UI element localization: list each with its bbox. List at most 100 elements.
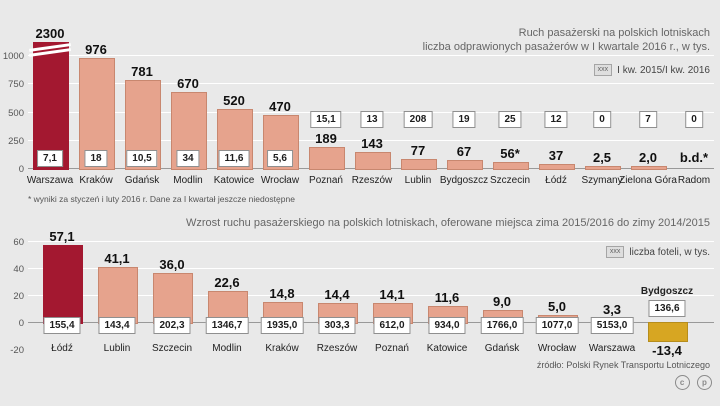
value-label-wroclaw: 5,0 <box>547 299 567 314</box>
bar-lublin <box>401 159 437 170</box>
source-credit: źródło: Polski Rynek Transportu Lotnicze… <box>536 360 710 370</box>
y-tick-label: -20 <box>10 345 24 356</box>
value-label-zielona-gora: 2,0 <box>638 150 658 165</box>
change-box-poznan: 15,1 <box>310 111 342 128</box>
change-box-modlin: 34 <box>176 150 200 167</box>
change-box-zielona-gora: 7 <box>639 111 657 128</box>
category-label-lodz: Łódź <box>545 175 567 186</box>
value-label-bydgoszcz: -13,4 <box>652 343 682 358</box>
category-label-poznan: Poznań <box>309 175 343 186</box>
value-label-bydgoszcz: 67 <box>456 144 472 159</box>
bottom-chart-legend: xxx liczba foteli, w tys. <box>605 246 710 258</box>
bar-szczecin <box>493 162 529 170</box>
top-chart-title-line1: Ruch pasażerski na polskich lotniskach <box>518 27 710 39</box>
bar-lublin <box>98 267 138 324</box>
seats-box-gdansk: 1766,0 <box>480 317 524 334</box>
category-label-rzeszow: Rzeszów <box>351 175 393 186</box>
change-box-bydgoszcz: 19 <box>452 111 476 128</box>
category-label-bydgoszcz: Bydgoszcz <box>640 286 694 297</box>
y-tick-label: 500 <box>8 108 24 119</box>
category-label-lublin: Lublin <box>103 343 131 354</box>
gridline-750 <box>28 83 714 84</box>
value-label-szymany: 2,5 <box>592 150 612 165</box>
category-label-gdansk: Gdańsk <box>124 175 160 186</box>
change-box-lublin: 208 <box>403 111 433 128</box>
change-box-szczecin: 25 <box>498 111 522 128</box>
x-axis <box>28 322 714 323</box>
category-label-krakow: Kraków <box>79 175 113 186</box>
value-label-szczecin: 36,0 <box>159 257 185 272</box>
category-label-szczecin: Szczecin <box>151 343 193 354</box>
category-label-zielona-gora: Zielona Góra <box>619 175 677 186</box>
y-tick-label: 1000 <box>2 51 24 62</box>
seats-box-poznan: 612,0 <box>373 317 411 334</box>
category-label-bydgoszcz: Bydgoszcz <box>439 175 489 186</box>
value-label-radom: b.d.* <box>679 150 709 165</box>
y-tick-label: 0 <box>18 164 24 175</box>
legend-swatch-icon: xxx <box>593 64 613 76</box>
change-box-wroclaw: 5,6 <box>267 150 293 167</box>
change-box-warszawa: 7,1 <box>37 150 63 167</box>
category-label-krakow: Kraków <box>265 343 299 354</box>
category-label-rzeszow: Rzeszów <box>316 343 358 354</box>
category-label-wroclaw: Wrocław <box>260 175 300 186</box>
bar-warszawa <box>33 42 69 170</box>
value-label-krakow: 976 <box>85 42 107 57</box>
bar-rzeszow <box>355 152 391 170</box>
legend-swatch-icon: xxx <box>605 246 625 258</box>
value-label-lodz: 37 <box>548 148 564 163</box>
value-label-modlin: 22,6 <box>214 275 240 290</box>
bottom-chart-title: Wzrost ruchu pasażerskiego na polskich l… <box>185 217 710 229</box>
value-label-lublin: 77 <box>410 143 426 158</box>
value-label-lublin: 41,1 <box>104 251 130 266</box>
category-label-lublin: Lublin <box>404 175 432 186</box>
change-box-gdansk: 10,5 <box>126 150 158 167</box>
seats-box-bydgoszcz: 136,6 <box>648 300 686 317</box>
category-label-modlin: Modlin <box>173 175 203 186</box>
bar-bydgoszcz <box>648 322 688 342</box>
change-box-krakow: 18 <box>84 150 108 167</box>
seats-box-wroclaw: 1077,0 <box>535 317 579 334</box>
y-tick-label: 750 <box>8 79 24 90</box>
bar-lodz <box>539 164 575 170</box>
seats-box-warszawa: 5153,0 <box>590 317 634 334</box>
gridline-20 <box>28 295 714 296</box>
y-tick-label: 60 <box>13 237 24 248</box>
y-tick-label: 250 <box>8 136 24 147</box>
bar-lodz <box>43 245 83 324</box>
y-tick-label: 20 <box>13 291 24 302</box>
value-label-gdansk: 9,0 <box>492 294 512 309</box>
value-label-katowice: 11,6 <box>434 290 460 305</box>
value-label-poznan: 14,1 <box>379 287 405 302</box>
category-label-modlin: Modlin <box>212 343 242 354</box>
license-badges: c p <box>672 372 712 390</box>
seats-box-modlin: 1346,7 <box>205 317 249 334</box>
top-chart-title: Ruch pasażerski na polskich lotniskach l… <box>423 26 710 54</box>
top-chart-title-line2: liczba odprawionych pasażerów w I kwarta… <box>422 41 710 53</box>
category-label-poznan: Poznań <box>375 343 409 354</box>
seats-box-krakow: 1935,0 <box>260 317 304 334</box>
gridline-250 <box>28 140 714 141</box>
seats-box-lodz: 155,4 <box>43 317 81 334</box>
value-label-warszawa: 3,3 <box>602 302 622 317</box>
y-tick-label: 0 <box>18 318 24 329</box>
seats-box-rzeszow: 303,3 <box>318 317 356 334</box>
footnote: * wyniki za styczeń i luty 2016 r. Dane … <box>28 194 295 204</box>
seats-box-katowice: 934,0 <box>428 317 466 334</box>
category-label-szymany: Szymany <box>581 175 623 186</box>
value-label-rzeszow: 143 <box>361 136 383 151</box>
category-label-radom: Radom <box>677 175 711 186</box>
category-label-wroclaw: Wrocław <box>537 343 577 354</box>
bar-poznan <box>309 147 345 170</box>
category-label-warszawa: Warszawa <box>588 343 636 354</box>
value-label-katowice: 520 <box>223 93 245 108</box>
change-box-szymany: 0 <box>593 111 611 128</box>
top-chart-legend: xxx I kw. 2015/I kw. 2016 <box>593 64 710 76</box>
y-tick-label: 40 <box>13 264 24 275</box>
value-label-poznan: 189 <box>315 131 337 146</box>
seats-box-szczecin: 202,3 <box>153 317 191 334</box>
category-label-lodz: Łódź <box>51 343 73 354</box>
